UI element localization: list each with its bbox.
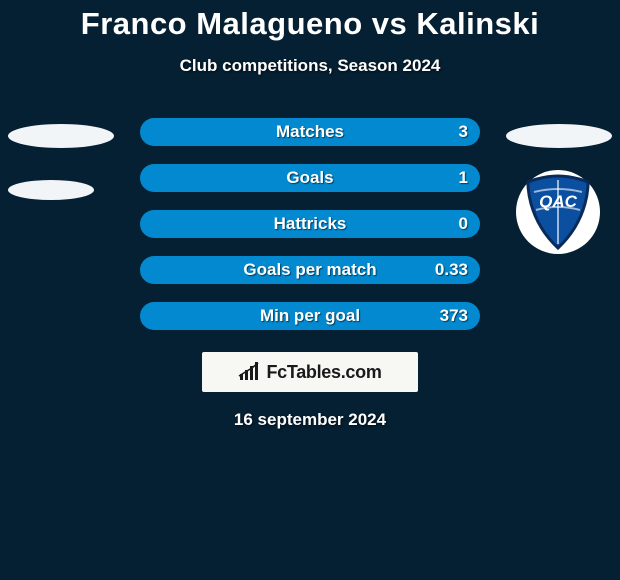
source-attribution: FcTables.com bbox=[202, 352, 418, 392]
stat-right-value: 0.33 bbox=[435, 260, 468, 280]
stat-label: Goals per match bbox=[140, 260, 480, 280]
stat-label: Matches bbox=[140, 122, 480, 142]
stat-right-value: 373 bbox=[440, 306, 468, 326]
source-text: FcTables.com bbox=[266, 362, 381, 383]
stat-bar: Hattricks0 bbox=[140, 210, 480, 238]
stat-row: Hattricks0 bbox=[0, 210, 620, 238]
stat-row: Goals1 bbox=[0, 164, 620, 192]
stat-row: Min per goal373 bbox=[0, 302, 620, 330]
club-crest-letters: QAC bbox=[539, 192, 578, 211]
stat-bar: Matches3 bbox=[140, 118, 480, 146]
stat-right-value: 3 bbox=[459, 122, 468, 142]
stat-label: Goals bbox=[140, 168, 480, 188]
comparison-panel: QAC Matches3 Goals1 Hattricks0 Goals per ma… bbox=[0, 118, 620, 430]
bar-chart-icon bbox=[238, 362, 262, 382]
stat-bar: Goals per match0.33 bbox=[140, 256, 480, 284]
stat-row: Matches3 bbox=[0, 118, 620, 146]
stat-label: Min per goal bbox=[140, 306, 480, 326]
stat-bars: Matches3Goals1Hattricks0Goals per match0… bbox=[0, 118, 620, 330]
page-subtitle: Club competitions, Season 2024 bbox=[0, 56, 620, 76]
stat-right-value: 1 bbox=[459, 168, 468, 188]
page-title: Franco Malagueno vs Kalinski bbox=[0, 0, 620, 42]
footer-date: 16 september 2024 bbox=[0, 410, 620, 430]
stat-label: Hattricks bbox=[140, 214, 480, 234]
stat-row: Goals per match0.33 bbox=[0, 256, 620, 284]
stat-right-value: 0 bbox=[459, 214, 468, 234]
stat-bar: Goals1 bbox=[140, 164, 480, 192]
stat-bar: Min per goal373 bbox=[140, 302, 480, 330]
